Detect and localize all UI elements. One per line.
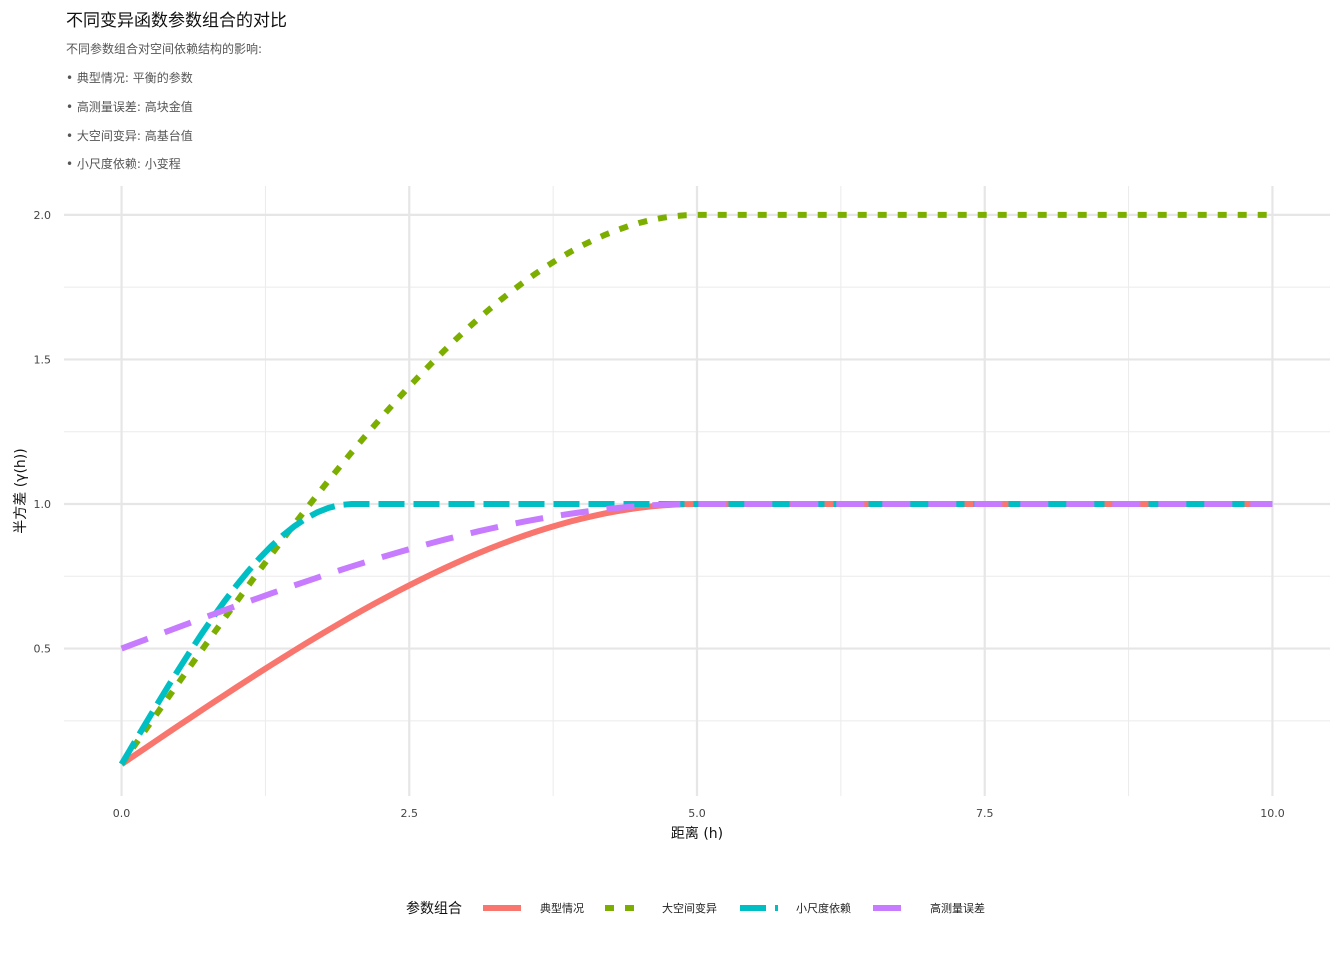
x-tick-label: 0.0: [113, 807, 131, 820]
legend-label: 高测量误差: [930, 901, 985, 915]
x-tick-label: 2.5: [401, 807, 419, 820]
chart-title: 不同变异函数参数组合的对比: [66, 11, 287, 31]
series-line: [119, 211, 1273, 766]
subtitle-line: • 高测量误差: 高块金值: [66, 99, 193, 114]
legend-label: 小尺度依赖: [796, 901, 851, 915]
x-tick-label: 10.0: [1260, 807, 1285, 820]
subtitle-line: 不同参数组合对空间依赖结构的影响:: [66, 41, 262, 56]
x-axis-title: 距离 (h): [671, 825, 723, 842]
legend: 参数组合 典型情况 大空间变异 小尺度依赖 高测量误差: [406, 900, 985, 917]
series-line: [120, 501, 1273, 652]
y-tick-label: 2.0: [34, 209, 52, 222]
grid: [64, 186, 1330, 796]
y-axis-title: 半方差 (γ(h)): [13, 448, 29, 533]
series-layer: [118, 211, 1273, 767]
subtitle-line: • 大空间变异: 高基台值: [66, 128, 193, 143]
y-tick-label: 1.0: [34, 498, 52, 511]
legend-title: 参数组合: [406, 900, 462, 917]
y-tick-label: 0.5: [34, 643, 52, 656]
subtitle-line: • 小尺度依赖: 小变程: [66, 156, 181, 171]
x-tick-label: 7.5: [976, 807, 994, 820]
legend-label: 典型情况: [540, 901, 584, 915]
chart-subtitle: 不同参数组合对空间依赖结构的影响: • 典型情况: 平衡的参数 • 高测量误差:…: [66, 41, 262, 171]
subtitle-line: • 典型情况: 平衡的参数: [66, 70, 193, 85]
legend-label: 大空间变异: [662, 901, 717, 915]
x-tick-label: 5.0: [688, 807, 706, 820]
y-axis-ticks: 0.5 1.0 1.5 2.0: [34, 209, 52, 656]
x-axis-ticks: 0.0 2.5 5.0 7.5 10.0: [113, 807, 1285, 820]
y-tick-label: 1.5: [34, 353, 52, 366]
